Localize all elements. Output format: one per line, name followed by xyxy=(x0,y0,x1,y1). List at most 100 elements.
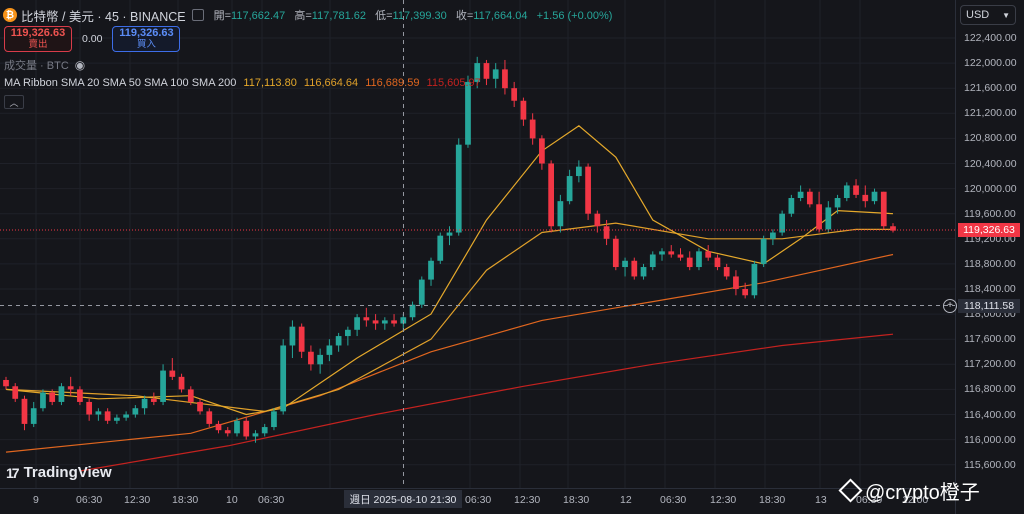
y-axis-label: 116,800.00 xyxy=(964,383,1016,396)
candle-body xyxy=(132,408,139,415)
candle-body xyxy=(843,185,850,199)
candle-body xyxy=(502,69,508,89)
candle-body xyxy=(834,198,841,208)
candle-body xyxy=(77,389,83,402)
candle-body xyxy=(714,257,721,268)
candle-body xyxy=(363,317,370,321)
candle-body xyxy=(298,326,305,352)
candle-body xyxy=(104,411,111,421)
candle-body xyxy=(779,213,785,233)
chevron-down-icon: ▼ xyxy=(1002,10,1010,20)
symbol-header: ₿ 比特幣 / 美元 · 45 · BINANCE 開=117,662.47 高… xyxy=(0,5,618,25)
candle-body xyxy=(455,144,462,233)
candle-body xyxy=(622,260,628,268)
y-axis-label: 122,000.00 xyxy=(964,57,1017,70)
current-price-tag: 119,326.63 xyxy=(958,223,1020,237)
candle-body xyxy=(308,351,314,365)
candle-body xyxy=(40,392,46,409)
trade-panel: 119,326.63 賣出 0.00 119,326.63 買入 xyxy=(4,26,181,52)
x-axis-label: 06:30 xyxy=(465,494,492,506)
x-axis-label: 06:30 xyxy=(76,494,103,506)
y-axis-label: 117,600.00 xyxy=(964,333,1016,346)
x-axis-label: 10 xyxy=(226,494,238,506)
candle-body xyxy=(114,417,120,421)
candle-body xyxy=(566,176,573,202)
candle-body xyxy=(3,379,9,387)
y-axis-label: 121,600.00 xyxy=(964,82,1017,95)
candle-body xyxy=(197,401,203,412)
candle-body xyxy=(141,398,148,409)
binance-square-icon xyxy=(838,478,863,503)
candle-body xyxy=(659,251,665,255)
x-axis-label: 06:30 xyxy=(258,494,285,506)
symbol-square-icon[interactable] xyxy=(191,9,204,21)
candle-body xyxy=(178,376,185,390)
candle-body xyxy=(437,235,444,261)
candle-body xyxy=(668,251,675,255)
candle-body xyxy=(381,320,388,324)
x-axis-label: 18:30 xyxy=(759,494,786,506)
candle-body xyxy=(539,138,545,164)
sma200-line xyxy=(79,333,894,472)
collapse-legend-icon[interactable]: ︿ xyxy=(4,95,24,109)
tradingview-logo[interactable]: 17 TradingView xyxy=(6,464,112,481)
volume-legend: 成交量 · BTC ◉ xyxy=(4,57,85,73)
candle-body xyxy=(631,260,638,277)
candle-body xyxy=(677,254,684,258)
candle-body xyxy=(880,191,887,227)
crosshair-price-tag: 118,111.58 xyxy=(958,299,1020,313)
candle-body xyxy=(474,63,481,82)
candle-body xyxy=(871,191,878,202)
candle-body xyxy=(58,386,65,402)
y-axis-label: 121,200.00 xyxy=(964,107,1017,120)
candle-body xyxy=(271,411,277,428)
x-axis-label: 12:30 xyxy=(710,494,737,506)
y-axis-label: 120,400.00 xyxy=(964,157,1017,170)
candle-body xyxy=(788,198,795,214)
currency-select[interactable]: USD ▼ xyxy=(960,5,1016,25)
y-axis-label: 118,800.00 xyxy=(964,257,1016,270)
candle-body xyxy=(86,401,93,415)
candle-body xyxy=(234,420,240,434)
candle-body xyxy=(742,289,749,296)
x-axis-label: 18:30 xyxy=(563,494,590,506)
candle-body xyxy=(770,232,776,239)
add-alert-plus-icon[interactable]: + xyxy=(943,299,957,313)
candle-body xyxy=(317,354,324,365)
candle-body xyxy=(345,329,351,337)
buy-button[interactable]: 119,326.63 買入 xyxy=(112,26,181,52)
symbol-title[interactable]: 比特幣 / 美元 · 45 · BINANCE xyxy=(21,9,186,24)
candle-body xyxy=(446,232,453,236)
candle-body xyxy=(603,226,610,239)
x-axis-label: 9 xyxy=(33,494,39,506)
candle-body xyxy=(760,238,767,264)
x-axis-label: 12:30 xyxy=(124,494,151,506)
candle-body xyxy=(862,194,869,202)
volume-label: 成交量 · BTC xyxy=(4,60,69,72)
sma20-line xyxy=(5,125,894,416)
candle-body xyxy=(206,411,213,424)
candle-body xyxy=(428,260,434,280)
candle-body xyxy=(806,191,813,205)
candle-body xyxy=(150,398,157,402)
spread-value: 0.00 xyxy=(82,33,103,45)
candle-body xyxy=(557,201,564,227)
eye-icon[interactable]: ◉ xyxy=(74,58,86,72)
author-watermark: @crypto橙子 xyxy=(838,476,980,505)
candle-body xyxy=(520,100,527,120)
ma-ribbon-legend[interactable]: MA Ribbon SMA 20 SMA 50 SMA 100 SMA 200 … xyxy=(4,77,481,89)
candle-body xyxy=(816,204,822,230)
candle-body xyxy=(890,226,896,231)
candle-body xyxy=(243,420,250,437)
candle-body xyxy=(326,345,333,355)
candle-body xyxy=(492,69,499,79)
candle-body xyxy=(853,185,859,195)
x-axis-label: 13 xyxy=(815,494,827,506)
crosshair-time-tag: 週日 2025-08-10 21:30 xyxy=(344,490,462,508)
candle-body xyxy=(280,345,287,412)
candle-body xyxy=(723,267,730,277)
sell-button[interactable]: 119,326.63 賣出 xyxy=(4,26,72,52)
bitcoin-icon: ₿ xyxy=(3,8,17,22)
candle-body xyxy=(372,320,379,324)
